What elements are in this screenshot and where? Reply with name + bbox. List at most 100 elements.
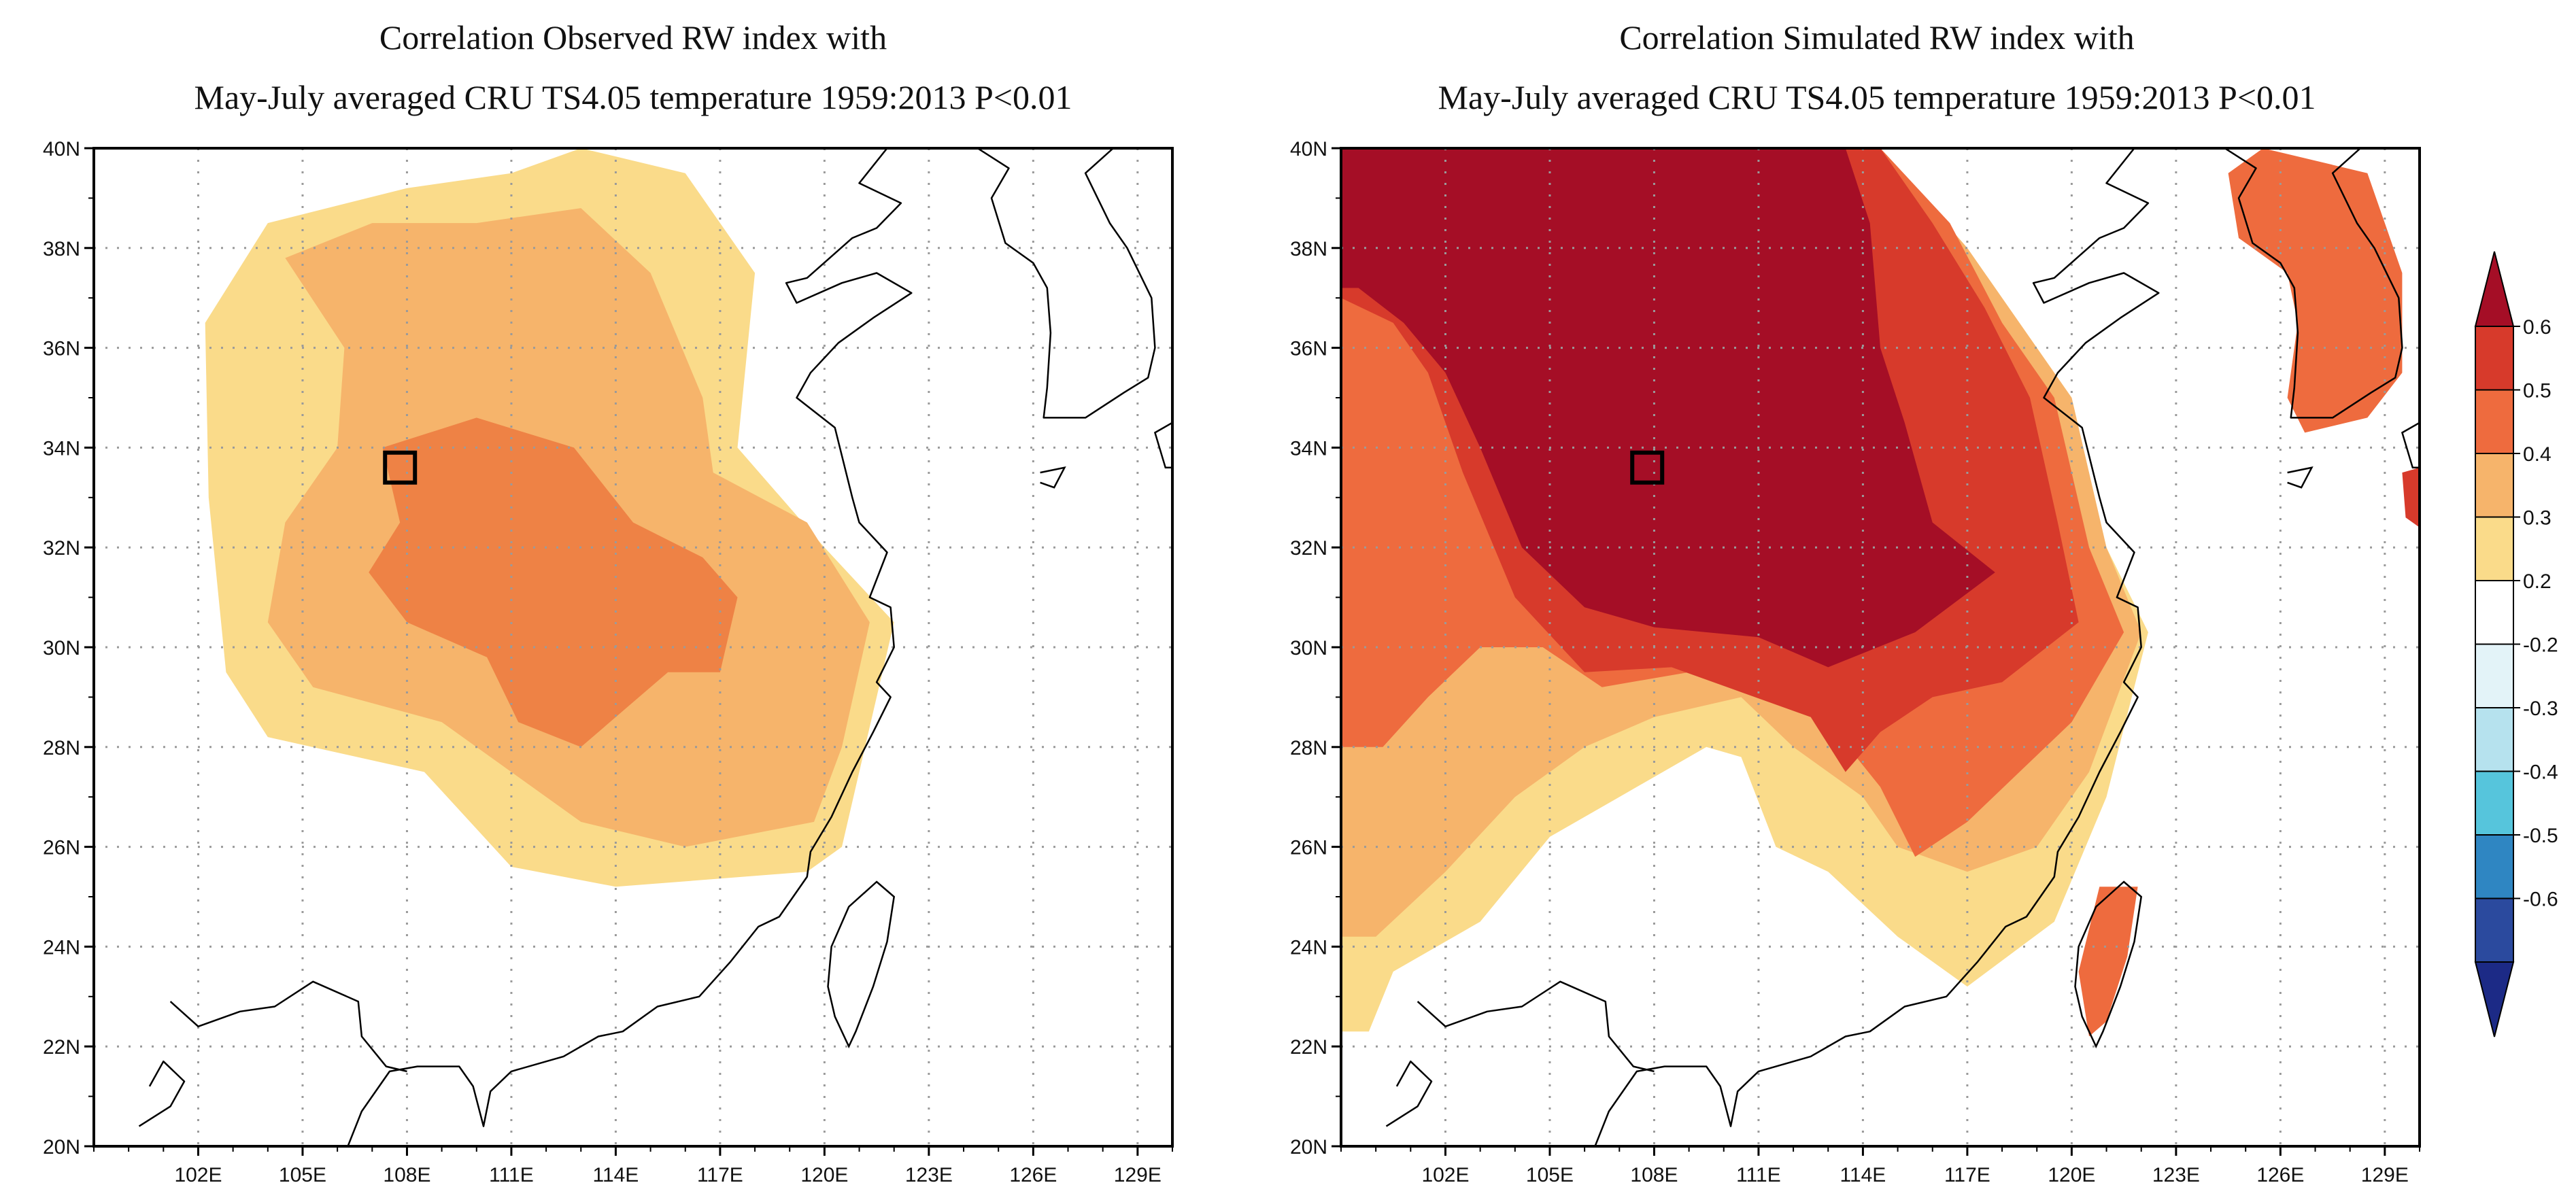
coastline-mainland [1594,148,2160,1146]
y-tick-label: 20N [43,1136,80,1158]
colorbar-swatch [2475,326,2514,391]
x-tick-label: 102E [174,1164,222,1186]
site-marker-square [1630,450,1665,485]
x-tick-label: 108E [383,1164,430,1186]
colorbar-swatch [2475,453,2514,518]
coastline-south [1385,1060,1433,1127]
y-tick-label: 38N [1290,238,1327,260]
x-tick-label: 111E [489,1164,534,1186]
colorbar-extend-bottom [2474,961,2515,1037]
colorbar-extend-top [2474,251,2515,327]
coastline-island [2401,422,2420,469]
site-marker [383,450,418,485]
correlation-region-0-6 [1341,148,1995,668]
coastline-island [2287,466,2314,489]
colorbar-swatch [2475,770,2514,836]
y-tick-label: 26N [43,837,80,859]
gridlines [1341,148,2420,1146]
site-marker [1630,450,1665,485]
colorbar-label: 0.5 [2523,380,2552,402]
colorbar-label: -0.5 [2523,825,2558,847]
y-tick-label: 32N [43,537,80,560]
y-tick-label: 30N [1290,637,1327,659]
coastline-mainland [347,148,913,1146]
y-tick-label: 30N [43,637,80,659]
y-tick-label: 28N [43,737,80,759]
y-tick-label: 36N [43,338,80,360]
y-axis: 20N 22N 24N 26N 28N 30N 32N 34N 36N 38N 40N [43,138,94,1158]
correlation-region-0-5 [2402,467,2420,528]
colorbar-label: 0.3 [2523,507,2552,530]
coastline-taiwan [2074,880,2143,1049]
x-tick-label: 126E [2256,1164,2304,1186]
coastlines [1385,148,2420,1146]
x-tick-label: 123E [2152,1164,2200,1186]
coastline-taiwan [827,880,896,1049]
title-line1: Correlation Simulated RW index with [1619,18,2134,56]
y-tick-label: 24N [43,936,80,959]
x-tick-label: 129E [2361,1164,2409,1186]
y-tick-label: 34N [1290,437,1327,460]
y-tick-label: 32N [1290,537,1327,560]
y-tick-label: 40N [43,138,80,160]
x-tick-label: 117E [1944,1164,1990,1186]
y-tick-label: 36N [1290,338,1327,360]
colorbar-swatch [2475,389,2514,454]
y-tick-label: 34N [43,437,80,460]
y-axis: 20N 22N 24N 26N 28N 30N 32N 34N 36N 38N 40N [1290,138,1341,1158]
coastline-island [1040,466,1066,489]
gridlines [94,148,1172,1146]
x-tick-label: 120E [800,1164,848,1186]
colorbar-swatch [2475,516,2514,581]
colorbar-swatch [2475,643,2514,708]
title-line1: Correlation Observed RW index with [379,18,887,56]
coastlines [138,148,1172,1146]
title-line2: May-July averaged CRU TS4.05 temperature… [194,78,1072,116]
x-tick-label: 105E [279,1164,326,1186]
y-tick-label: 28N [1290,737,1327,759]
colorbar: 0.6 0.5 0.4 0.3 0.2 -0.2 -0.3 -0.4 -0.5 -0.6 [2474,251,2558,1037]
coastline-korea [2224,148,2403,419]
y-tick-label: 20N [1290,1136,1327,1158]
panel-simulated: Correlation Simulated RW index with May-… [1290,18,2421,1186]
coastline-island [1153,422,1172,469]
y-tick-label: 22N [1290,1036,1327,1059]
correlation-region-0-4 [369,417,738,747]
colorbar-label: -0.2 [2523,634,2558,657]
map-area [205,148,894,887]
x-tick-label: 114E [592,1164,639,1186]
x-tick-label: 108E [1630,1164,1678,1186]
x-axis: 102E 105E 108E 111E 114E 117E 120E 123E 126E 129E [1340,1146,2420,1186]
colorbar-label: 0.2 [2523,570,2552,593]
site-marker-square [383,450,418,485]
colorbar-swatch [2475,580,2514,645]
colorbar-label: -0.4 [2523,761,2558,784]
x-tick-label: 129E [1114,1164,1162,1186]
x-tick-label: 111E [1736,1164,1781,1186]
map-area [1341,148,2420,1037]
colorbar-label: 0.6 [2523,316,2552,339]
x-tick-label: 126E [1009,1164,1057,1186]
x-tick-label: 114E [1840,1164,1886,1186]
colorbar-label: -0.6 [2523,889,2558,911]
y-tick-label: 38N [43,238,80,260]
x-tick-label: 120E [2048,1164,2095,1186]
y-tick-label: 40N [1290,138,1327,160]
correlation-region-0-4 [2078,887,2138,1037]
y-tick-label: 22N [43,1036,80,1059]
panel-observed: Correlation Observed RW index with May-J… [43,18,1174,1186]
coastline-korea [977,148,1156,419]
colorbar-swatch [2475,707,2514,772]
colorbar-label: 0.4 [2523,443,2552,466]
x-tick-label: 105E [1526,1164,1574,1186]
correlation-region-0-4 [2228,148,2403,433]
colorbar-swatch [2475,834,2514,899]
y-tick-label: 24N [1290,936,1327,959]
x-axis: 102E 105E 108E 111E 114E 117E 120E 123E 126E 129E [93,1146,1173,1186]
country-border [1417,980,1655,1073]
coastline-south [138,1060,186,1127]
x-tick-label: 102E [1421,1164,1469,1186]
colorbar-label: -0.3 [2523,698,2558,720]
title-line2: May-July averaged CRU TS4.05 temperature… [1438,78,2316,116]
